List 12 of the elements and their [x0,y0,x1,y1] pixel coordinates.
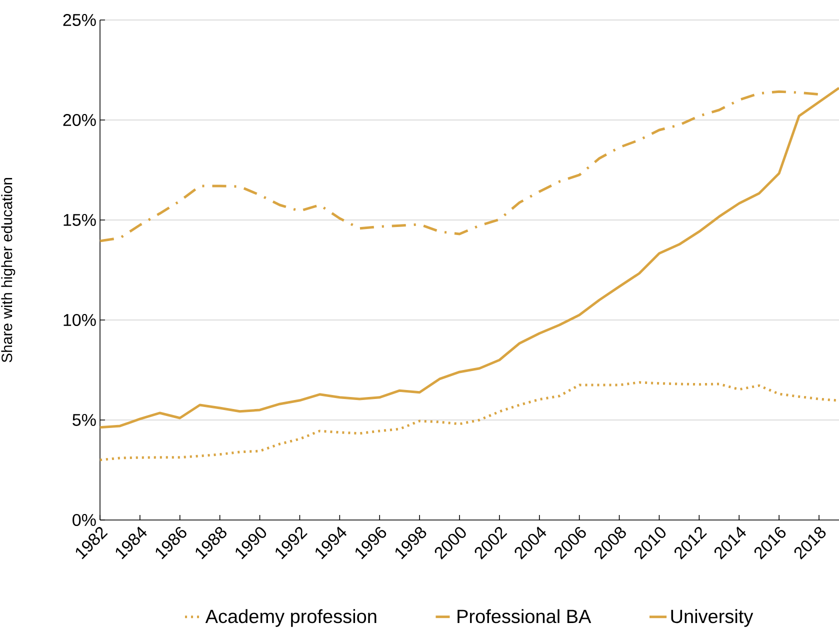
legend-label: Professional BA [458,609,592,624]
legend-label: University [671,609,754,627]
y-tick-label: 25% [63,14,96,26]
y-tick-label: 15% [64,214,96,226]
y-tick-label: 20% [63,114,96,126]
y-tick-label: 10% [64,314,96,326]
y-tick-label: 5% [72,414,96,426]
y-tick-label: 0% [72,514,96,526]
y-axis-title: Share with higher education [1,178,16,362]
line-series [98,90,820,242]
legend-label: Academy profession [205,609,376,627]
line-series [98,86,839,429]
